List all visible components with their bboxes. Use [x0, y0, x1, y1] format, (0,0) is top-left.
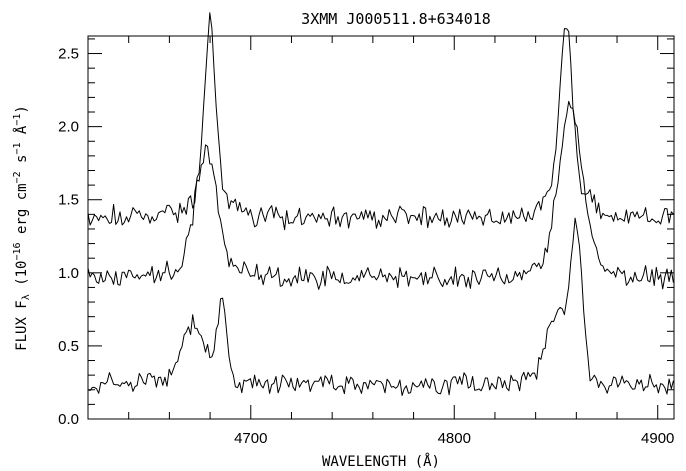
- y-axis-title-exp4: −1: [12, 114, 23, 126]
- x-tick-label: 4700: [234, 430, 267, 447]
- x-axis-tick-labels: 4700 4800 4900: [234, 430, 674, 447]
- x-axis-title: WAVELENGTH (Å): [322, 453, 440, 470]
- chart-title: 3XMM J000511.8+634018: [301, 10, 491, 28]
- plot-border: [87, 35, 675, 420]
- y-axis-title-part4: Å: [13, 125, 30, 142]
- spectrum-line-2: [87, 100, 674, 290]
- y-axis-title-part5: ): [14, 105, 30, 113]
- y-axis-title-exp2: −2: [12, 171, 23, 183]
- y-tick-label: 2.5: [58, 46, 79, 63]
- y-tick-label: 2.0: [58, 119, 79, 136]
- y-axis-title-part1: (10: [14, 261, 30, 295]
- y-tick-label: 1.0: [58, 265, 79, 282]
- y-axis-title-exp1: −16: [12, 242, 23, 260]
- y-axis-title-subscript: λ: [21, 294, 32, 300]
- x-axis-ticks: [87, 36, 659, 419]
- y-tick-label: 0.5: [58, 338, 79, 355]
- spectrum-line-1: [87, 12, 674, 231]
- y-axis-title-exp3: −1: [12, 142, 23, 154]
- spectrum-line-3: [87, 217, 674, 396]
- y-axis-tick-labels: 0.0 0.5 1.0 1.5 2.0 2.5: [58, 46, 79, 428]
- plot-frame: [87, 35, 675, 420]
- y-tick-label: 0.0: [58, 411, 79, 428]
- y-axis-title-part3: s: [14, 155, 30, 172]
- y-tick-label: 1.5: [58, 192, 79, 209]
- x-tick-label: 4900: [641, 430, 674, 447]
- x-tick-label: 4800: [438, 430, 471, 447]
- y-axis-title: FLUX Fλ (10−16 erg cm−2 s−1 Å−1): [12, 105, 32, 351]
- spectrum-series-group: [87, 12, 674, 396]
- y-axis-title-part2: erg cm: [14, 183, 30, 242]
- y-axis-ticks: [88, 38, 674, 420]
- y-axis-title-prefix: FLUX F: [14, 300, 30, 351]
